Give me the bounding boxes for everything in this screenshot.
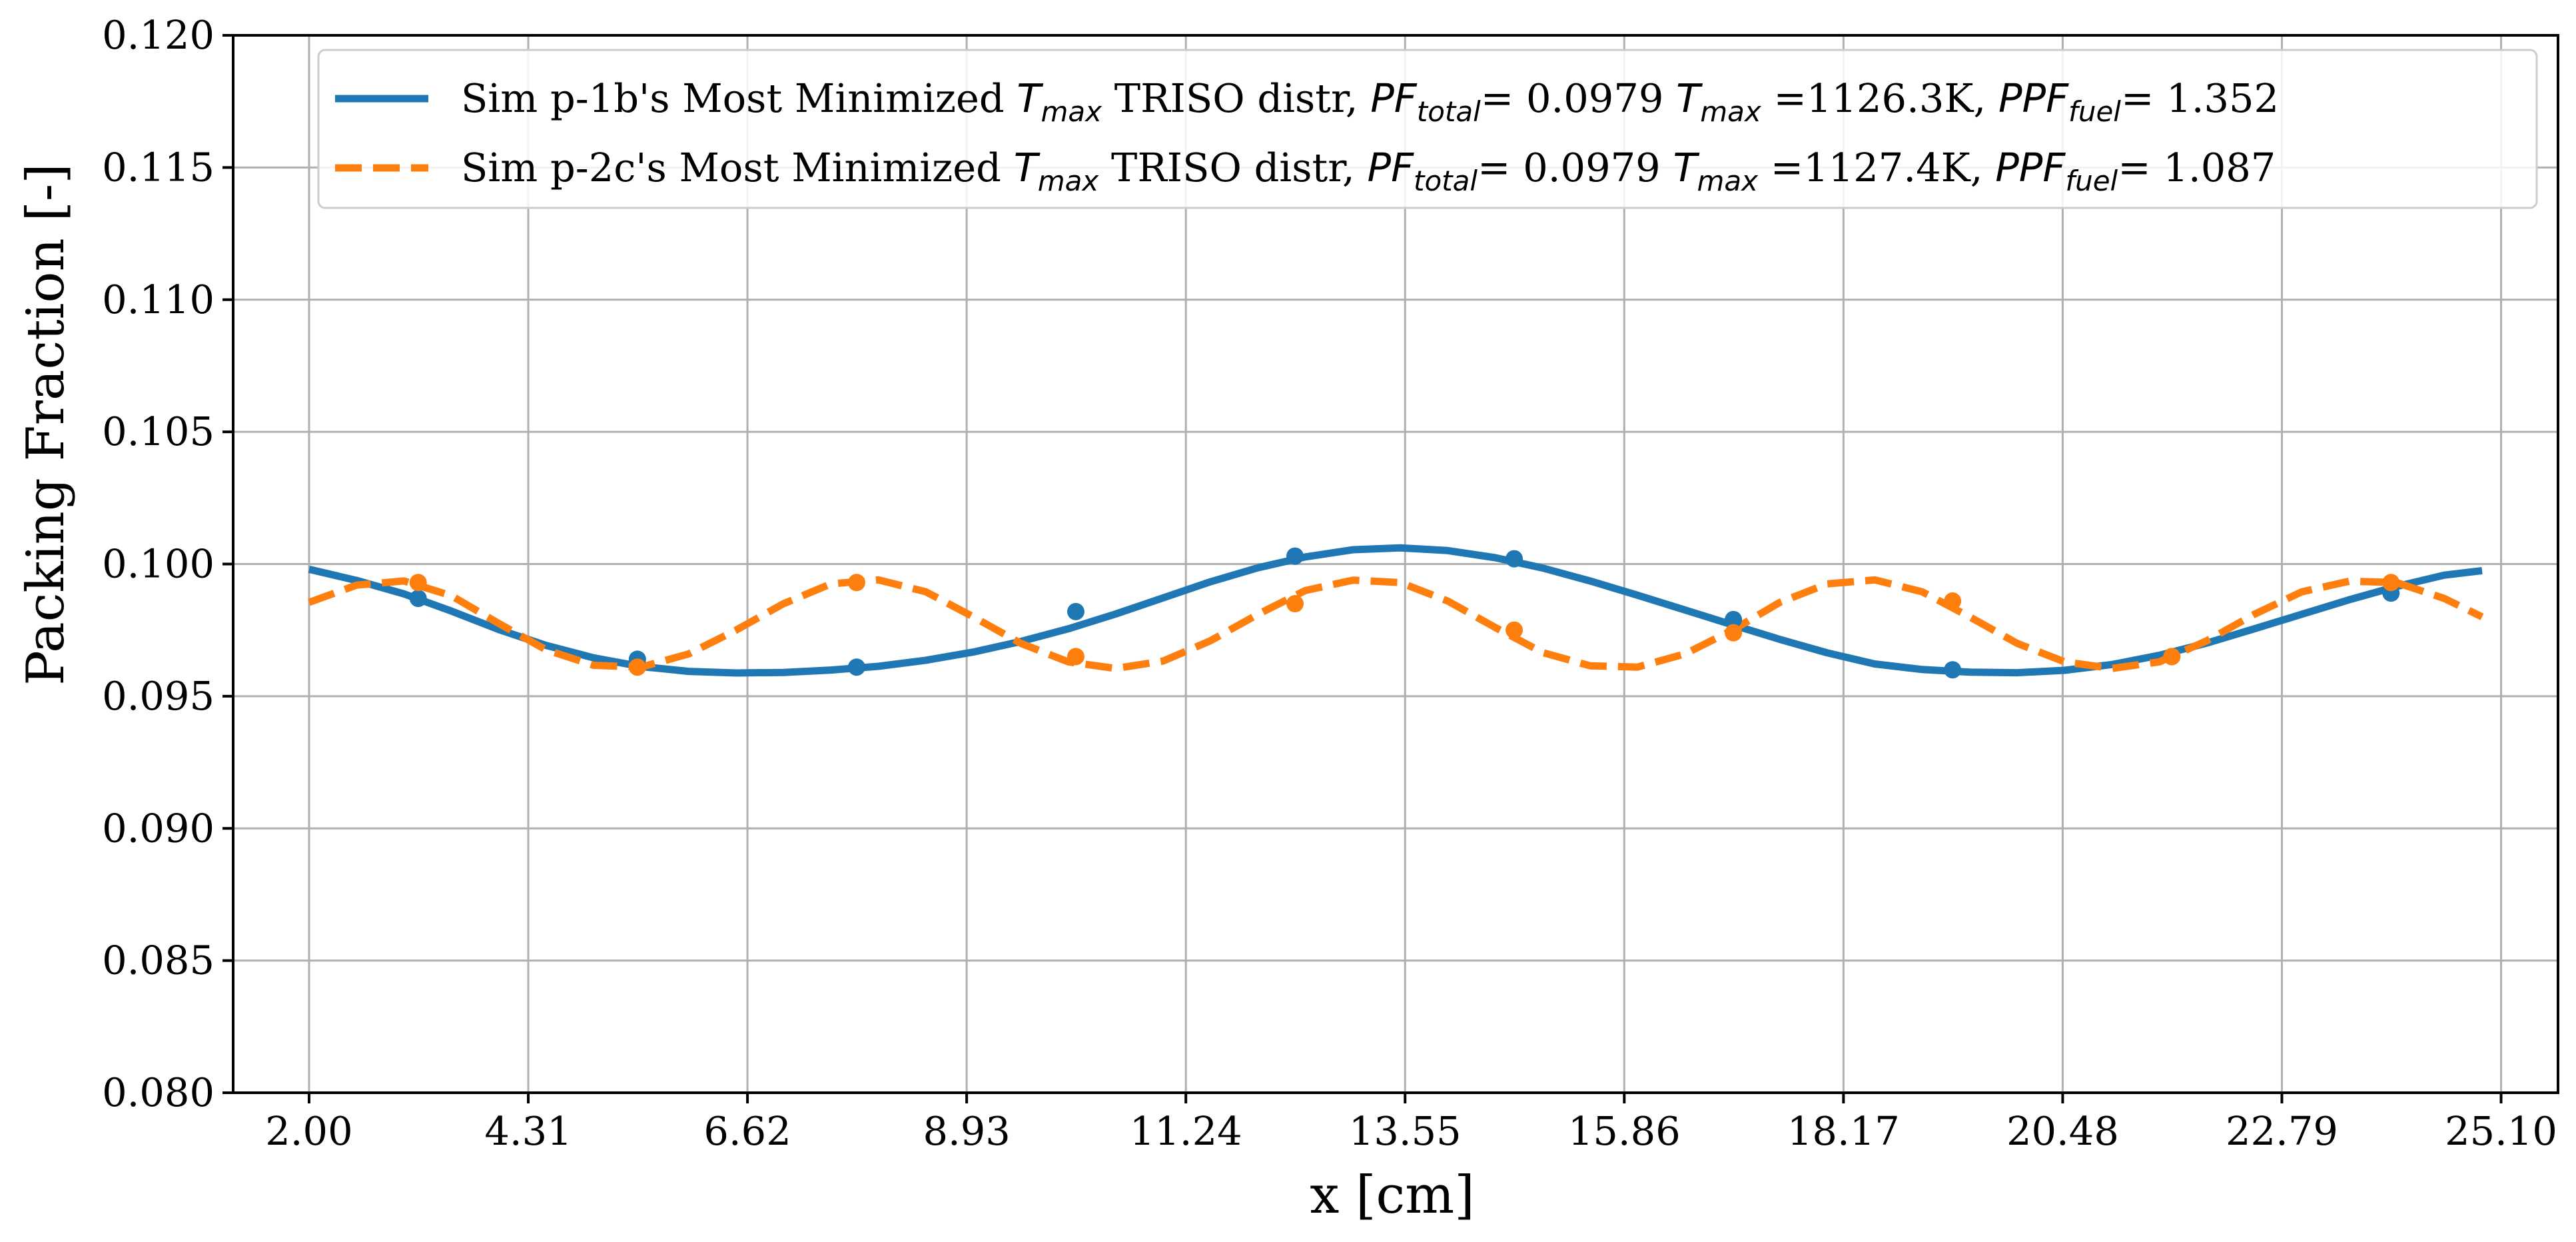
y-tick-label: 0.105: [102, 408, 215, 454]
x-tick-label: 11.24: [1130, 1108, 1242, 1154]
x-tick-label: 4.31: [484, 1108, 572, 1154]
series-lines: [308, 544, 2484, 677]
series-2-marker: [1944, 592, 1962, 610]
x-tick-label: 22.79: [2226, 1108, 2338, 1154]
series-2-marker: [2163, 648, 2181, 666]
y-tick-label: 0.100: [102, 541, 215, 587]
y-axis-ticks: 0.080 0.085 0.090 0.095 0.100 0.105 0.110 0.115…: [102, 12, 233, 1115]
x-tick-label: 6.62: [703, 1108, 791, 1154]
x-axis-title: x [cm]: [1310, 1165, 1474, 1225]
x-tick-label: 20.48: [2006, 1108, 2119, 1154]
legend-label-series-2: Sim p-2c's Most Minimized Tmax TRISO dis…: [461, 145, 2276, 197]
x-tick-label: 8.93: [923, 1108, 1010, 1154]
series-2-marker: [847, 574, 865, 592]
y-tick-label: 0.115: [102, 144, 215, 190]
y-tick-label: 0.120: [102, 12, 215, 58]
x-tick-label: 25.10: [2445, 1108, 2557, 1154]
x-tick-label: 18.17: [1787, 1108, 1900, 1154]
series-1-marker: [1286, 547, 1304, 565]
series-1-marker: [1944, 661, 1962, 679]
series-1-marker: [1067, 602, 1084, 620]
series-markers: [409, 547, 2400, 679]
y-tick-label: 0.095: [102, 673, 215, 719]
series-2-marker: [1725, 624, 1743, 642]
legend-entries: Sim p-1b's Most Minimized Tmax TRISO dis…: [335, 75, 2279, 197]
x-tick-label: 15.86: [1568, 1108, 1681, 1154]
series-2-marker: [1286, 595, 1304, 613]
y-axis-title: Packing Fraction [-]: [16, 163, 76, 685]
legend: Sim p-1b's Most Minimized Tmax TRISO dis…: [317, 49, 2538, 209]
legend-label-series-1: Sim p-1b's Most Minimized Tmax TRISO dis…: [461, 75, 2279, 128]
y-tick-label: 0.080: [102, 1069, 215, 1115]
series-1-marker: [409, 590, 427, 608]
series-2-marker: [628, 658, 646, 676]
y-tick-label: 0.090: [102, 805, 215, 851]
legend-box: [317, 49, 2538, 209]
series-2-marker: [1067, 648, 1084, 666]
series-2-marker: [409, 574, 427, 592]
series-2-marker: [1505, 621, 1523, 639]
y-tick-label: 0.110: [102, 277, 215, 322]
x-tick-label: 2.00: [265, 1108, 352, 1154]
series-2-marker: [2382, 574, 2400, 592]
series-1-marker: [847, 658, 865, 676]
series-1-marker: [1725, 610, 1743, 628]
series-1-line: [308, 544, 2483, 677]
x-axis-ticks: 2.00 4.31 6.62 8.93 11.24 13.55 15.86 18.17 20.4…: [265, 1093, 2557, 1154]
series-2-line: [308, 576, 2484, 672]
x-tick-label: 13.55: [1349, 1108, 1462, 1154]
y-tick-label: 0.085: [102, 937, 215, 983]
series-1-marker: [1505, 550, 1523, 568]
